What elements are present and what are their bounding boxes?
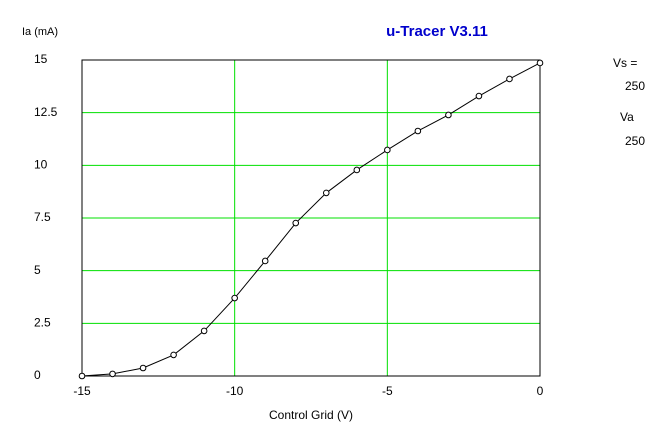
data-point — [231, 294, 238, 302]
y-tick-label: 0 — [34, 368, 41, 382]
data-line — [81, 62, 541, 377]
annotation: Vs = — [613, 56, 637, 70]
data-point — [261, 257, 269, 265]
data-point — [109, 370, 116, 378]
x-axis-label: Control Grid (V) — [269, 408, 353, 422]
y-tick-label: 2.5 — [34, 316, 51, 330]
data-point — [139, 364, 147, 372]
annotation: 250 — [625, 79, 645, 93]
y-axis-label: Ia (mA) — [22, 26, 58, 38]
y-tick-label: 10 — [34, 158, 48, 172]
x-tick-label: -10 — [226, 384, 244, 398]
data-point — [78, 372, 86, 380]
y-tick-label: 5 — [34, 263, 41, 277]
data-point — [292, 219, 300, 227]
data-point — [322, 189, 330, 197]
data-point — [384, 146, 391, 154]
annotation: 250 — [625, 134, 645, 148]
y-tick-label: 12.5 — [34, 105, 58, 119]
annotation: Va — [620, 110, 634, 124]
plot-frame — [81, 59, 541, 377]
data-point — [414, 127, 422, 135]
data-point — [475, 92, 483, 100]
data-point — [200, 327, 208, 335]
data-point — [353, 166, 361, 174]
y-tick-label: 15 — [34, 52, 48, 66]
data-point — [506, 75, 513, 83]
data-point — [445, 111, 452, 119]
x-tick-label: -15 — [73, 384, 91, 398]
data-point — [170, 351, 177, 359]
y-tick-label: 7.5 — [34, 210, 51, 224]
data-point — [536, 59, 544, 67]
x-tick-label: -5 — [382, 384, 393, 398]
x-tick-label: 0 — [537, 384, 544, 398]
chart-title: u-Tracer V3.11 — [386, 23, 488, 40]
